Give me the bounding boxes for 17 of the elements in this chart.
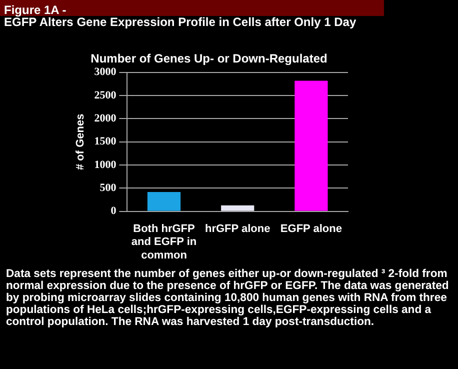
chart-title: Figure 1A - EGFP Alters Gene Expression Profile in Cells after Only 1 Day (3, 3, 358, 29)
y-tick-label: 1000 (94, 158, 117, 171)
y-tick-label: 0 (110, 205, 117, 218)
bar (147, 192, 181, 211)
bar (221, 205, 254, 211)
x-tick-label: Both hrGFP and EGFP in common (131, 223, 197, 262)
y-tick-label: 500 (100, 182, 117, 194)
chart-subtitle: Number of Genes Up- or Down-Regulated (90, 52, 328, 66)
text: Data sets represent the number of genes either up-or down-regulated ³ 2-fold from normal expression due to the presence of hrGFP or EGFP. The data was generated by probing microarray slides containing 10,800 human genes with RNA from three populations of HeLa cells;hrGFP-expressing cells,EGFP-expressing cells and a control population. The RNA was harvested 1 day post-transduction. (6, 268, 450, 328)
y-axis-title: # of Genes (74, 114, 87, 170)
x-tick-label: hrGFP alone (205, 223, 270, 236)
x-tick-label: EGFP alone (280, 223, 342, 236)
y-tick-label: 1500 (94, 136, 117, 148)
y-tick-label: 2000 (94, 112, 117, 125)
y-tick-label: 3000 (94, 66, 117, 78)
y-tick-label: 2500 (94, 89, 117, 102)
bar (294, 80, 328, 211)
